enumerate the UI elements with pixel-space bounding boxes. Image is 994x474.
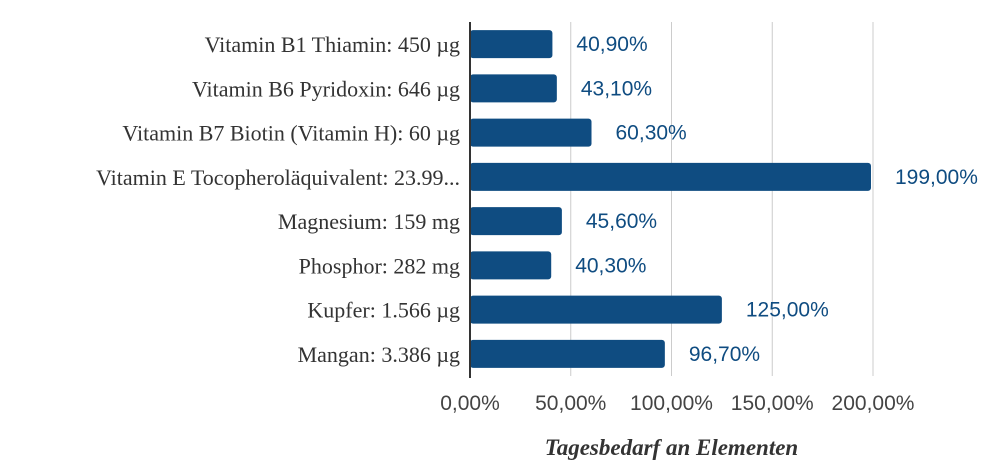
bar <box>470 339 665 368</box>
data-label: 40,90% <box>576 33 647 56</box>
data-label: 96,70% <box>689 343 760 366</box>
data-label: 43,10% <box>581 77 652 100</box>
x-tick-label: 50,00% <box>535 392 606 415</box>
data-label: 125,00% <box>746 299 829 322</box>
bar <box>470 251 552 280</box>
bar <box>470 207 562 236</box>
category-label: Mangan: 3.386 µg <box>298 342 460 367</box>
category-label: Vitamin B1 Thiamin: 450 µg <box>205 32 460 57</box>
data-labels: 40,90% 43,10% 60,30% 199,00% 45,60% 40,30% 125… <box>575 33 978 366</box>
bars <box>470 30 871 368</box>
category-label: Vitamin B6 Pyridoxin: 646 µg <box>192 76 460 101</box>
category-label: Kupfer: 1.566 µg <box>307 298 460 323</box>
x-tick-label: 150,00% <box>731 392 814 415</box>
x-tick-labels: 0,00% 50,00% 100,00% 150,00% 200,00% <box>440 392 914 415</box>
data-label: 45,60% <box>586 210 657 233</box>
bar <box>470 30 553 59</box>
data-label: 199,00% <box>895 166 978 189</box>
category-label: Vitamin B7 Biotin (Vitamin H): 60 µg <box>122 121 460 146</box>
bar <box>470 74 557 103</box>
x-tick-label: 200,00% <box>832 392 915 415</box>
data-label: 60,30% <box>616 122 687 145</box>
category-label: Vitamin E Tocopheroläquivalent: 23.99... <box>96 165 460 190</box>
category-label: Phosphor: 282 mg <box>299 253 460 278</box>
category-labels: Vitamin B1 Thiamin: 450 µg Vitamin B6 Pyr… <box>96 32 460 367</box>
data-label: 40,30% <box>575 254 646 277</box>
bar <box>470 162 871 191</box>
x-tick-label: 0,00% <box>440 392 500 415</box>
bar <box>470 118 592 147</box>
category-label: Magnesium: 159 mg <box>278 209 460 234</box>
bar <box>470 295 722 324</box>
x-axis-title: Tagesbedarf an Elementen <box>545 435 798 460</box>
x-tick-label: 100,00% <box>630 392 713 415</box>
